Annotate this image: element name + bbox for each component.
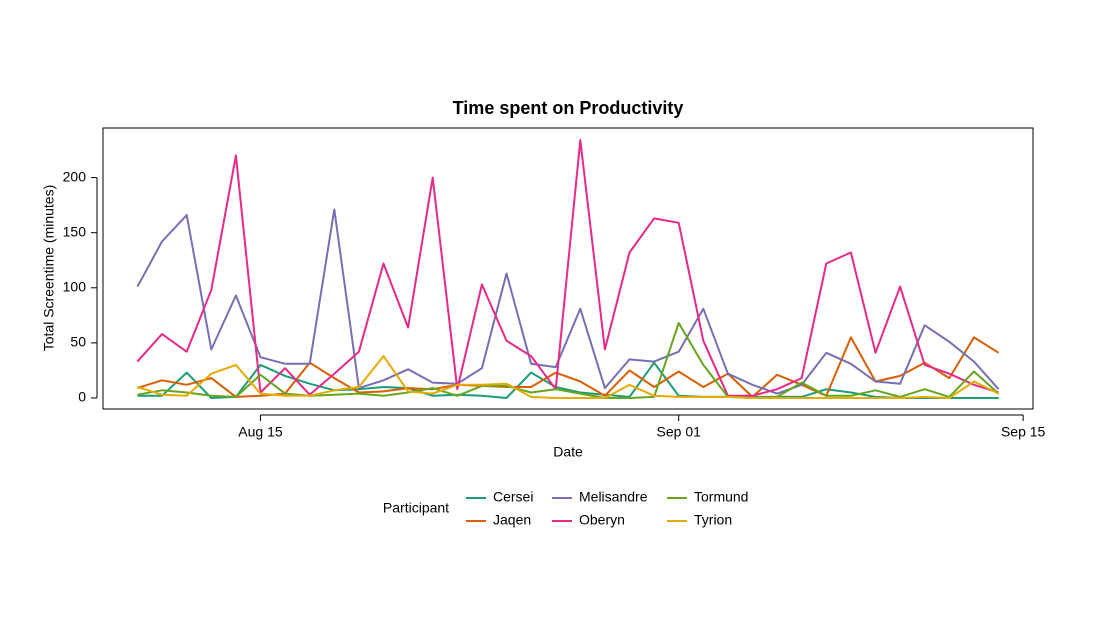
series-line [137,361,999,399]
x-axis-label: Date [553,444,583,460]
legend-title: Participant [383,500,449,516]
x-tick-label: Sep 01 [657,424,702,440]
legend-label: Melisandre [579,489,648,505]
plot-frame [102,127,1034,410]
x-tick-label: Sep 15 [1001,424,1046,440]
series-line [136,208,1000,395]
series-line [137,355,1000,399]
legend-label: Oberyn [579,512,625,528]
y-tick-label: 150 [63,223,87,239]
legend-label: Jaqen [493,512,531,528]
y-tick-label: 200 [63,168,87,184]
y-tick-label: 50 [70,334,86,350]
legend-label: Tormund [694,489,748,505]
x-tick-label: Aug 15 [238,424,283,440]
legend-label: Tyrion [694,512,732,528]
y-tick-label: 0 [78,389,86,405]
series-line [137,336,1000,398]
series-line [136,139,999,397]
y-axis-label: Total Screentime (minutes) [41,185,57,352]
series-line [137,322,1000,399]
chart-title: Time spent on Productivity [453,98,684,118]
legend-label: Cersei [493,489,533,505]
y-tick-label: 100 [63,278,87,294]
